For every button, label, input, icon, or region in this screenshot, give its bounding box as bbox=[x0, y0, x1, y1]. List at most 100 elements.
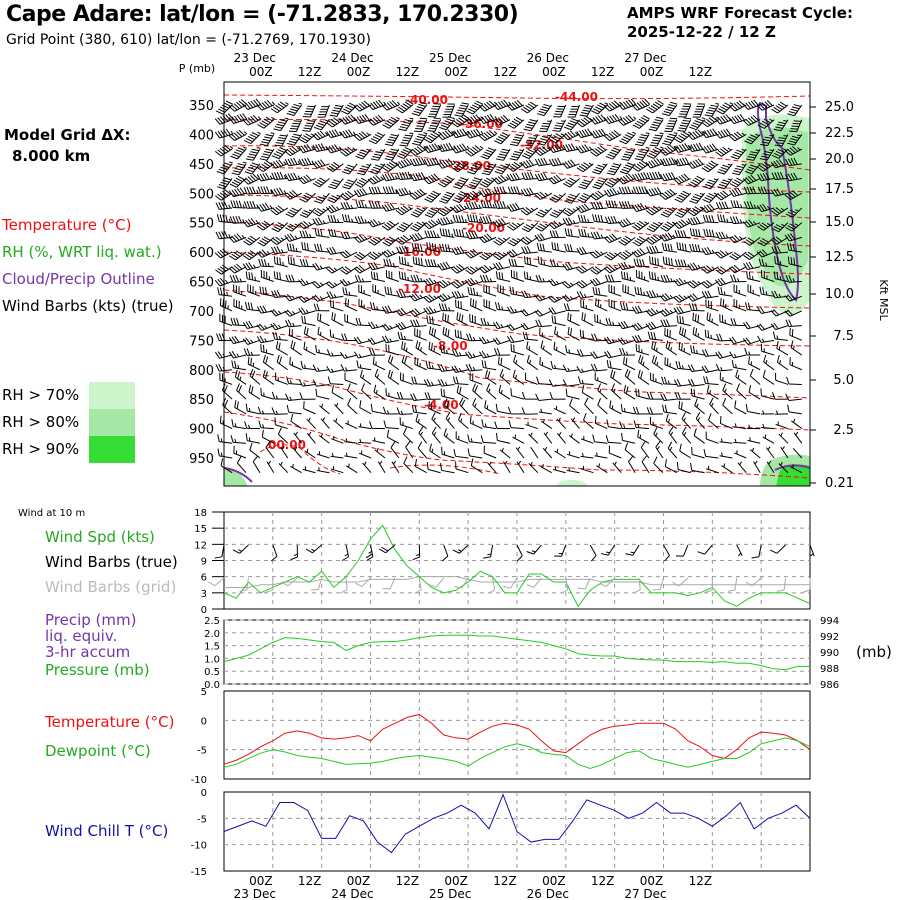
wind-barb-halfflag bbox=[380, 163, 385, 166]
wind-barb bbox=[271, 147, 289, 160]
wind-barb-halfflag bbox=[308, 417, 311, 422]
wind-barb-flag bbox=[236, 383, 240, 391]
wind-barb-flag bbox=[276, 172, 281, 180]
wind-barb-flag bbox=[368, 255, 375, 261]
wind-barb-flag bbox=[222, 164, 230, 168]
wind-barb bbox=[354, 251, 372, 261]
wind-barb-flag bbox=[289, 209, 297, 214]
isotherm-9 bbox=[223, 371, 811, 431]
wind-barb-flag bbox=[399, 172, 404, 180]
wind-barb-flag bbox=[370, 403, 373, 412]
wind-barb-flag bbox=[415, 158, 420, 166]
wind-barb-flag bbox=[347, 299, 350, 307]
wind-barb-flag bbox=[651, 256, 654, 265]
wind-barb-flag bbox=[374, 134, 382, 139]
wind-barb-halfflag bbox=[363, 236, 368, 240]
wind-barb-halfflag bbox=[220, 452, 223, 457]
wind-barb-flag bbox=[418, 157, 423, 165]
wind-barb-flag bbox=[350, 114, 356, 121]
wind-barb-staff bbox=[302, 310, 316, 315]
wind-barb-flag bbox=[273, 153, 281, 158]
wind-barb bbox=[423, 306, 441, 315]
wind-barb-flag bbox=[275, 160, 282, 167]
wind-barb-flag bbox=[293, 103, 301, 107]
wind-barb-flag bbox=[398, 271, 401, 279]
wind-barb bbox=[314, 228, 330, 238]
wind-barb-flag bbox=[339, 279, 346, 287]
wind-barb-staff bbox=[497, 192, 511, 195]
wind-barb-flag bbox=[381, 166, 389, 172]
wind-barb-flag bbox=[315, 388, 318, 397]
wind-barb-staff bbox=[362, 462, 372, 474]
wind-barb-staff bbox=[330, 295, 344, 299]
wind-barb bbox=[384, 134, 400, 147]
wind-barb-flag bbox=[261, 163, 269, 169]
wind-barb-staff bbox=[320, 192, 330, 204]
wind-barb-flag bbox=[469, 298, 472, 306]
wind-barb-staff bbox=[371, 192, 386, 195]
wind-barb-staff bbox=[391, 461, 400, 473]
wind-barb-halfflag bbox=[262, 424, 265, 429]
wind-barb-flag bbox=[216, 110, 224, 115]
wind-barb-flag bbox=[312, 134, 318, 141]
wind-barb bbox=[339, 114, 358, 125]
wind-barb-flag bbox=[293, 157, 298, 165]
wind-barb-flag bbox=[300, 295, 307, 302]
wind-barb-flag bbox=[426, 158, 431, 166]
wind-barb-halfflag bbox=[283, 175, 287, 179]
wind-barb-flag bbox=[247, 176, 254, 183]
wind-barb-flag bbox=[358, 234, 365, 241]
wind-barb-flag bbox=[442, 122, 450, 126]
wind-barb-flag bbox=[251, 370, 256, 378]
wind-barb-halfflag bbox=[280, 249, 284, 253]
wind-barb bbox=[384, 286, 399, 297]
wind-barb-flag bbox=[347, 398, 352, 406]
wind-barb bbox=[326, 349, 344, 357]
wind-barb-flag bbox=[344, 249, 351, 256]
wind-barb-flag bbox=[431, 122, 439, 125]
wind-barb-flag bbox=[446, 191, 454, 196]
wind-barb-flag bbox=[430, 259, 434, 267]
wind-barb bbox=[245, 403, 261, 415]
wind-barb-flag bbox=[416, 274, 420, 282]
wind-barb bbox=[230, 146, 247, 160]
wind-barb-flag bbox=[378, 99, 384, 106]
wind-barb-flag bbox=[369, 301, 373, 310]
wind-barb bbox=[424, 392, 441, 400]
wind-barb-flag bbox=[342, 278, 348, 286]
wind-barb bbox=[278, 461, 289, 474]
wind-barb-flag bbox=[239, 113, 245, 121]
wind-barb bbox=[326, 162, 344, 172]
wind-barb bbox=[298, 278, 316, 287]
wind-barb-flag bbox=[358, 132, 365, 139]
wind-barb bbox=[243, 235, 261, 246]
wind-barb-flag bbox=[242, 338, 249, 345]
wind-barb-flag bbox=[216, 333, 220, 341]
wind-barb-flag bbox=[418, 120, 426, 122]
wind-barb-flag bbox=[444, 313, 447, 322]
wind-barb-flag bbox=[261, 238, 269, 243]
wind-barb-staff bbox=[348, 163, 358, 175]
wind-barb-flag bbox=[221, 104, 230, 109]
wind-barb-flag bbox=[305, 174, 312, 181]
wind-barb-flag bbox=[439, 132, 446, 139]
wind-barb bbox=[354, 177, 372, 188]
wind-barb-flag bbox=[271, 227, 279, 233]
wind-barb-flag bbox=[413, 376, 417, 385]
wind-barb-flag bbox=[272, 331, 276, 340]
wind-barb-flag bbox=[401, 246, 406, 254]
wind-barb bbox=[290, 463, 302, 474]
wind-barb bbox=[411, 101, 428, 117]
wind-barb bbox=[382, 236, 400, 247]
wind-barb-flag bbox=[314, 181, 322, 186]
wind-barb-halfflag bbox=[452, 130, 456, 135]
wind-barb-flag bbox=[315, 218, 320, 225]
wind-barb-flag bbox=[409, 158, 415, 167]
wind-barb-staff bbox=[289, 310, 302, 317]
wind-barb-staff bbox=[374, 375, 386, 385]
wind-barb-flag bbox=[347, 383, 351, 391]
wind-barb-flag bbox=[414, 458, 418, 467]
wind-barb bbox=[356, 360, 372, 371]
wind-barb-staff bbox=[247, 410, 261, 415]
wind-barb-halfflag bbox=[248, 424, 251, 429]
